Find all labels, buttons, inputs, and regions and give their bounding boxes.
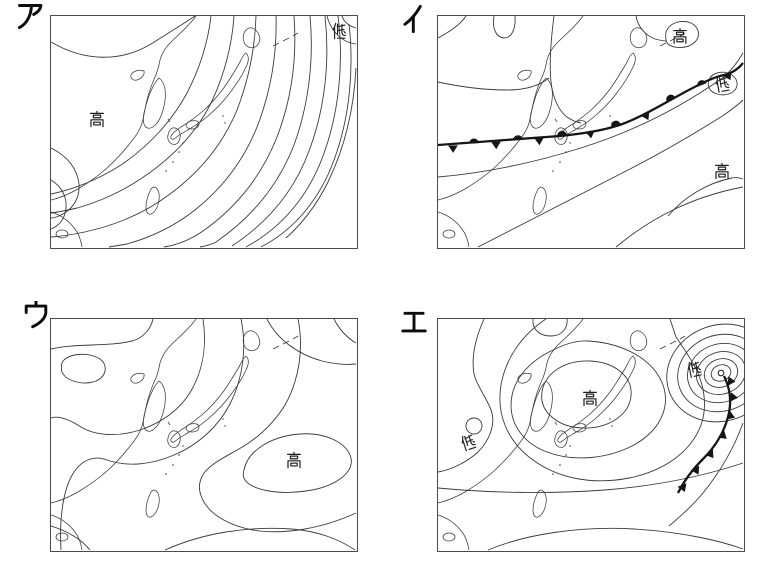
front-semicircle [556,130,567,137]
kanji-low-glyph [459,432,477,452]
front-triangle [491,141,502,150]
pressure-label-high: 高 [582,389,598,407]
katakana-u-glyph [24,301,48,329]
pressure-label-high: 高 [714,162,730,180]
panel-label-u: ウ [24,301,48,329]
kanji-low-glyph [686,360,703,379]
coastline-japan [438,319,686,551]
coastline-japan [51,16,299,248]
front-triangle [717,430,730,443]
typhoon-isobar-rings [666,323,744,423]
weather-map-u: 高 [50,318,358,552]
cold-front [676,375,739,494]
coastline-japan [51,319,299,551]
front-triangle [534,137,545,146]
katakana-a-glyph [17,4,43,29]
panel-label-a: ア [17,4,43,29]
front-semicircle [469,138,479,144]
weather-map-a: 高 低 [50,15,358,249]
isobars-high-and-typhoon-pattern [438,319,744,551]
stationary-front [438,62,744,153]
panel-label-i: イ [403,5,422,33]
pressure-label-low: 低 [459,432,477,452]
pressure-label-high: 高 [89,110,105,128]
kanji-high-glyph [89,110,105,128]
kanji-high-glyph [582,389,598,407]
isobars-migratory-high-pattern [51,319,357,551]
front-triangle [729,392,739,403]
katakana-e-glyph [401,311,427,333]
weather-map-i: 高 低 高 [437,15,745,249]
front-semicircle [512,134,523,141]
front-semicircle [695,78,707,87]
isobars-winter-pattern [51,16,357,248]
panel-label-e: エ [401,311,427,333]
front-triangle [727,376,736,387]
pressure-label-low: 低 [686,360,703,379]
weather-map-e: 高 低 低 [437,318,745,552]
kanji-high-glyph [714,162,730,180]
low-center-mark [717,369,725,377]
front-triangle [705,449,718,461]
kanji-high-glyph [287,451,301,469]
pressure-label-high: 高 [287,451,301,469]
katakana-i-glyph [403,5,422,33]
front-triangle [448,145,458,153]
